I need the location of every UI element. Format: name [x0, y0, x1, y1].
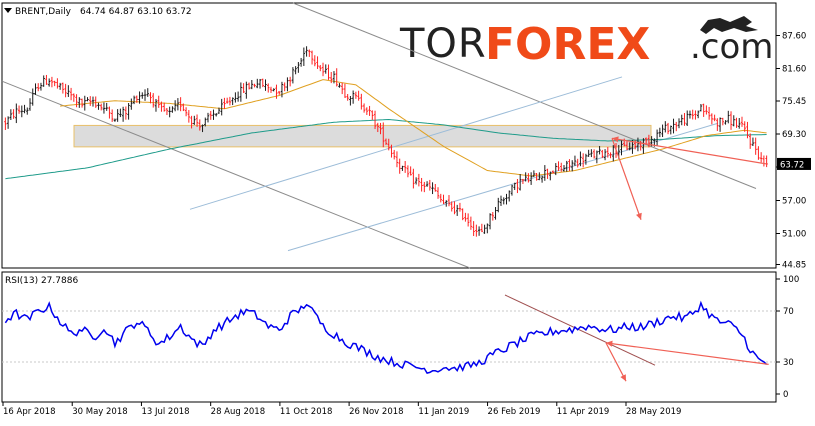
xtick-label: 11 Apr 2019: [557, 407, 610, 417]
bull-bear-icon: [700, 16, 758, 34]
main-ytick-label: 87.60: [782, 32, 806, 42]
symbol-label: BRENT,Daily: [15, 7, 72, 17]
rsi-ytick-label: 70: [783, 307, 794, 317]
logo-text-forex: FOREX: [485, 19, 650, 70]
forecast-arrow-up: [611, 137, 767, 165]
main-ytick-label: 81.60: [782, 65, 806, 75]
rsi-trend-line: [504, 294, 656, 366]
main-ytick-label: 75.45: [782, 97, 806, 107]
main-ytick-label: 51.00: [782, 230, 806, 240]
rsi-forecast-arrow-down: [605, 342, 627, 382]
main-pane-frame: [1, 2, 777, 269]
xtick-label: 26 Nov 2018: [349, 407, 403, 417]
rsi-forecast-arrow-up: [605, 342, 769, 365]
xtick-label: 13 Jul 2018: [141, 407, 189, 417]
xtick-label: 30 May 2018: [72, 407, 127, 417]
rsi-ytick-label: 100: [783, 275, 799, 285]
forecast-arrow-down: [611, 138, 642, 220]
xtick-label: 26 Feb 2019: [488, 407, 541, 417]
rsi-forecast-arrow-up-head: [606, 340, 613, 347]
rsi-ytick-label: 30: [783, 358, 794, 368]
xtick-label: 28 May 2019: [626, 407, 681, 417]
candlesticks-group: [4, 46, 768, 237]
logo-text-tor: TOR: [399, 21, 487, 67]
rsi-line: [4, 300, 768, 374]
forecast-arrow-down-head: [636, 212, 642, 220]
current-price-label: 63.72: [780, 160, 804, 170]
main-ytick-label: 44.85: [782, 261, 806, 271]
ohlc-label: 64.74 64.87 63.10 63.72: [80, 7, 192, 17]
bull-silhouette: [700, 16, 758, 34]
forecast-arrow-up-head: [612, 136, 619, 143]
rsi-ytick-label: 0: [783, 390, 788, 400]
downtrend-channel-upper-line: [292, 2, 757, 189]
main-ytick-label: 69.30: [782, 130, 806, 140]
slow-moving-average-line: [5, 118, 767, 180]
xtick-label: 16 Apr 2018: [3, 407, 56, 417]
main-ytick-label: 57.00: [782, 197, 806, 207]
logo-text-com: .com: [690, 27, 773, 67]
rsi-label: RSI(13) 27.7886: [5, 276, 78, 286]
xtick-label: 28 Aug 2018: [211, 407, 265, 417]
resistance-zone: [73, 124, 652, 148]
downtrend-channel-lower-line: [1, 80, 471, 269]
uptrend-channel-upper-line: [189, 76, 623, 210]
rsi-forecast-arrow-down-head: [620, 374, 626, 382]
xtick-label: 11 Oct 2018: [280, 407, 333, 417]
chart-menu-triangle-icon: [4, 8, 12, 13]
xtick-label: 11 Jan 2019: [418, 407, 469, 417]
current-price-box: [777, 157, 811, 170]
rsi-pane-frame: [1, 271, 777, 403]
